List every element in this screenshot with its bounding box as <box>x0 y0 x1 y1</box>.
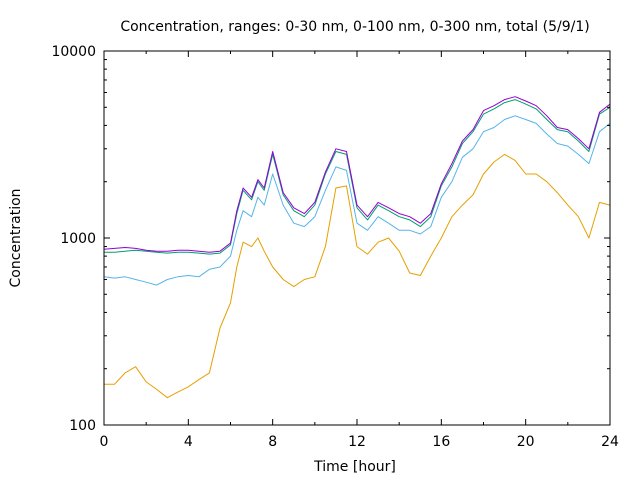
tick-layer: 0 4 8 12 16 20 24 100 1000 10000 <box>51 44 619 450</box>
x-tick-label: 16 <box>432 434 450 450</box>
series-line-total <box>103 96 611 253</box>
x-tick-label: 12 <box>348 434 366 450</box>
x-tick-label: 24 <box>601 434 619 450</box>
series-layer <box>103 96 611 399</box>
series-line-0-100-nm <box>103 115 611 286</box>
series-line-0-30-nm <box>104 153 611 399</box>
plot-frame <box>103 50 611 426</box>
chart-title: Concentration, ranges: 0-30 nm, 0-100 nm… <box>120 19 589 35</box>
series-line-0-300-nm <box>104 99 611 255</box>
x-tick-label: 0 <box>100 434 109 450</box>
y-tick-label: 1000 <box>60 231 96 247</box>
x-tick-label: 8 <box>268 434 277 450</box>
x-axis-label: Time [hour] <box>313 459 396 475</box>
x-tick-label: 20 <box>517 434 535 450</box>
y-tick-label: 100 <box>69 418 96 434</box>
y-axis-label: Concentration <box>8 188 24 287</box>
y-tick-label: 10000 <box>51 44 96 60</box>
x-tick-label: 4 <box>184 434 193 450</box>
